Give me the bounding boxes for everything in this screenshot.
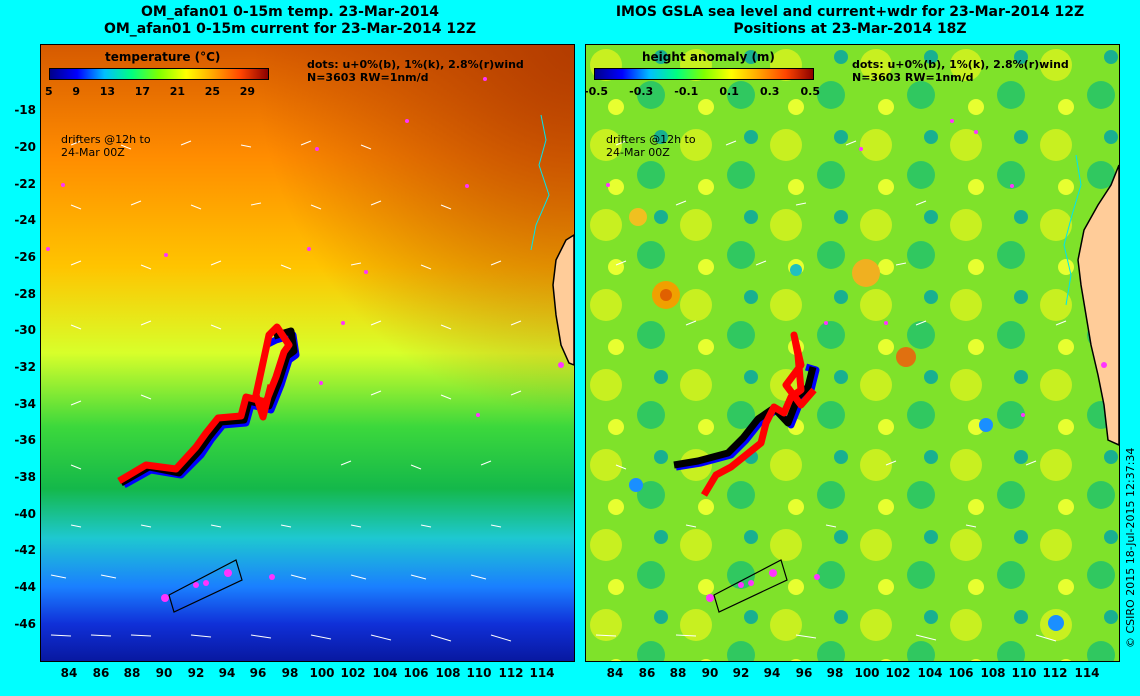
x-axis-label: 104 — [917, 666, 943, 680]
y-axis-label: -32 — [14, 360, 36, 374]
x-axis-label: 114 — [529, 666, 555, 680]
x-axis-label: 100 — [854, 666, 880, 680]
y-axis-label: -24 — [14, 213, 36, 227]
left-cb-tick: 9 — [72, 85, 80, 98]
x-axis-label: 98 — [281, 666, 299, 680]
left-cb-tick: 21 — [169, 85, 185, 98]
right-cb-tick: -0.1 — [674, 85, 699, 98]
y-axis-label: -42 — [14, 543, 36, 557]
x-axis-label: 112 — [1042, 666, 1068, 680]
x-axis-label: 112 — [498, 666, 524, 680]
left-title-line1: OM_afan01 0-15m temp. 23-Mar-2014 — [141, 4, 439, 20]
left-drifters-note-1: drifters @12h to — [61, 133, 151, 146]
x-axis-label: 92 — [187, 666, 205, 680]
left-cb-tick: 29 — [239, 85, 255, 98]
left-drifters-note-2: 24-Mar 00Z — [61, 146, 125, 159]
right-n-note: N=3603 RW=1nm/d — [852, 71, 974, 84]
sea-level-map — [586, 45, 1119, 661]
y-axis-label: -30 — [14, 323, 36, 337]
right-title-line1: IMOS GSLA sea level and current+wdr for … — [615, 4, 1085, 20]
y-axis-label: -22 — [14, 177, 36, 191]
y-axis-label: -26 — [14, 250, 36, 264]
x-axis-label: 86 — [92, 666, 110, 680]
x-axis-label: 106 — [948, 666, 974, 680]
x-axis-label: 90 — [701, 666, 719, 680]
x-axis-label: 84 — [606, 666, 624, 680]
x-axis-label: 106 — [403, 666, 429, 680]
right-cb-tick: 0.1 — [719, 85, 739, 98]
left-dots-note: dots: u+0%(b), 1%(k), 2.8%(r)wind — [307, 58, 524, 71]
x-axis-label: 94 — [763, 666, 781, 680]
y-axis-label: -38 — [14, 470, 36, 484]
right-colorbar-title: height anomaly (m) — [642, 50, 775, 64]
x-axis-label: 94 — [218, 666, 236, 680]
y-axis-label: -46 — [14, 617, 36, 631]
left-colorbar-title: temperature (°C) — [105, 50, 221, 64]
left-n-note: N=3603 RW=1nm/d — [307, 71, 429, 84]
right-dots-note: dots: u+0%(b), 1%(k), 2.8%(r)wind — [852, 58, 1069, 71]
right-cb-tick: -0.5 — [585, 85, 609, 98]
left-cb-tick: 17 — [134, 85, 150, 98]
right-title-line2: Positions at 23-Mar-2014 18Z — [733, 21, 967, 37]
x-axis-label: 90 — [155, 666, 173, 680]
y-axis-label: -18 — [14, 103, 36, 117]
left-colorbar-ticks: 5 9 13 17 21 25 29 — [45, 85, 255, 98]
temperature-map-panel: temperature (°C) 5 9 13 17 21 25 29 dots… — [40, 44, 575, 662]
drift-track-red — [117, 323, 293, 485]
x-axis-label: 104 — [372, 666, 398, 680]
right-cb-tick: 0.5 — [800, 85, 821, 98]
search-box — [168, 559, 243, 613]
x-axis-label: 110 — [466, 666, 492, 680]
x-axis-label: 100 — [309, 666, 335, 680]
y-axis-label: -36 — [14, 433, 36, 447]
right-cb-tick: 0.3 — [759, 85, 780, 98]
sea-level-map-panel: height anomaly (m) -0.5 -0.3 -0.1 0.1 0.… — [585, 44, 1120, 662]
x-axis-label: 102 — [340, 666, 366, 680]
right-map-title: IMOS GSLA sea level and current+wdr for … — [585, 4, 1115, 38]
y-axis-label: -20 — [14, 140, 36, 154]
x-axis-label: 88 — [123, 666, 141, 680]
temperature-map — [41, 45, 574, 661]
x-axis-label: 96 — [795, 666, 813, 680]
x-axis-label: 114 — [1074, 666, 1100, 680]
x-axis-label: 110 — [1011, 666, 1037, 680]
height-anomaly-colorbar — [594, 68, 814, 80]
y-axis-label: -44 — [14, 580, 36, 594]
right-drifters-note-2: 24-Mar 00Z — [606, 146, 670, 159]
x-axis-label: 108 — [435, 666, 461, 680]
right-colorbar-ticks: -0.5 -0.3 -0.1 0.1 0.3 0.5 — [585, 85, 821, 98]
x-axis-label: 86 — [638, 666, 656, 680]
left-map-title: OM_afan01 0-15m temp. 23-Mar-2014 OM_afa… — [40, 4, 540, 38]
left-cb-tick: 25 — [204, 85, 220, 98]
x-axis-label: 96 — [249, 666, 267, 680]
drift-track-black — [119, 327, 298, 487]
current-arrows — [50, 140, 522, 642]
left-cb-tick: 13 — [99, 85, 115, 98]
left-cb-tick: 5 — [45, 85, 53, 98]
x-axis-label: 102 — [885, 666, 911, 680]
drifter-dots — [46, 77, 564, 602]
x-axis-label: 88 — [669, 666, 687, 680]
left-title-line2: OM_afan01 0-15m current for 23-Mar-2014 … — [103, 21, 477, 37]
x-axis-label: 84 — [60, 666, 78, 680]
temperature-colorbar — [49, 68, 269, 80]
x-axis-label: 92 — [732, 666, 750, 680]
right-drifters-note-1: drifters @12h to — [606, 133, 696, 146]
copyright-credit: © CSIRO 2015 18-Jul-2015 12:37:34 — [1124, 447, 1137, 648]
y-axis-label: -28 — [14, 287, 36, 301]
x-axis-label: 108 — [980, 666, 1006, 680]
y-axis-label: -34 — [14, 397, 36, 411]
right-cb-tick: -0.3 — [629, 85, 654, 98]
x-axis-label: 98 — [826, 666, 844, 680]
y-axis-label: -40 — [14, 507, 36, 521]
